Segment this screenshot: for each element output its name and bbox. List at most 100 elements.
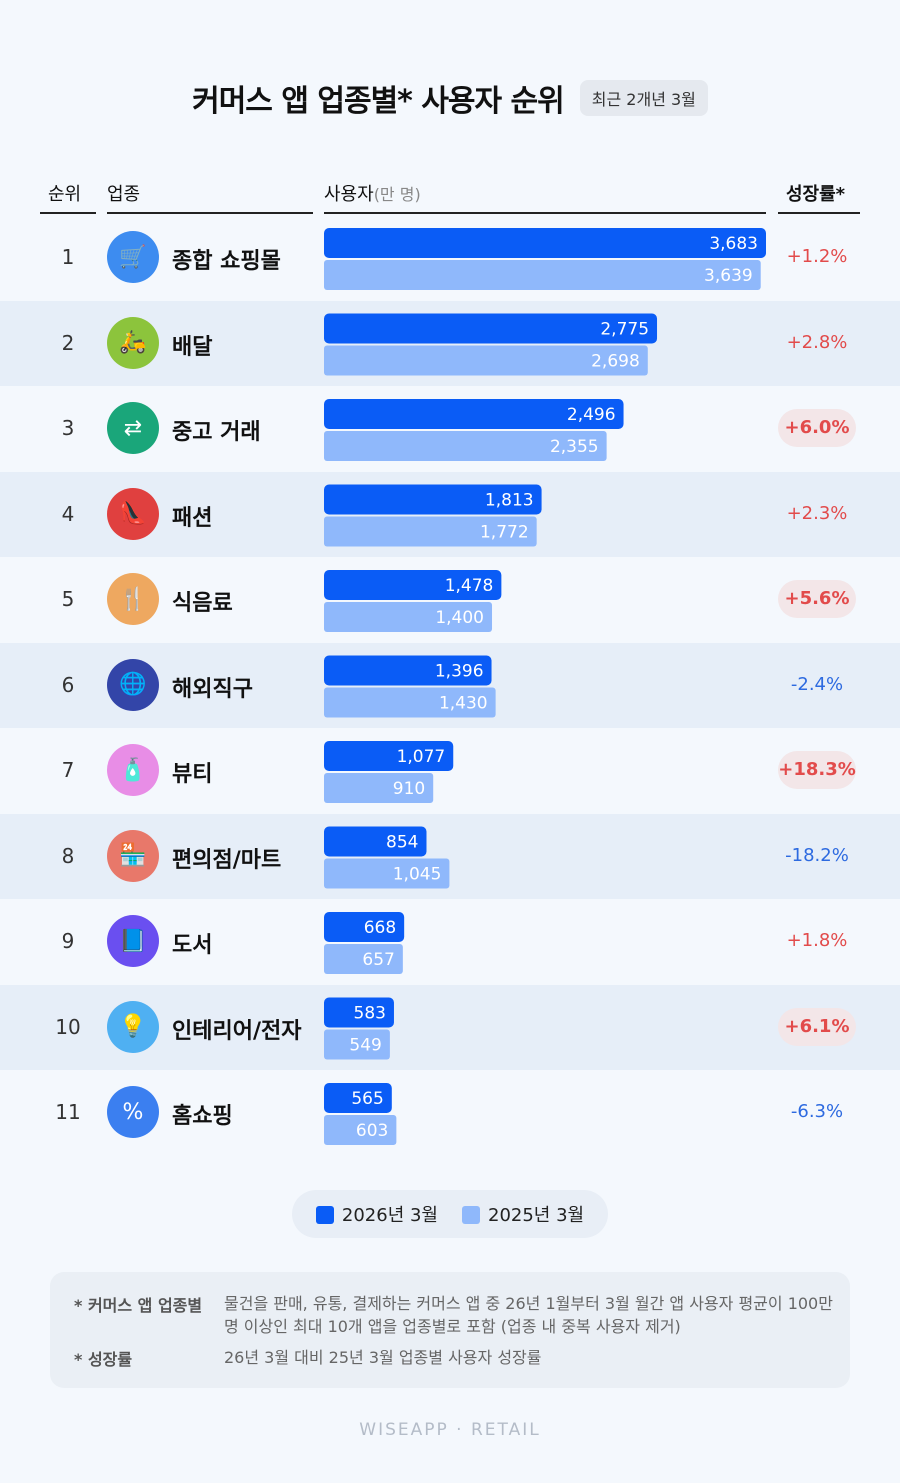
note-text-category: 물건을 판매, 유통, 결제하는 커머스 앱 중 26년 1월부터 3월 월간 …: [224, 1294, 833, 1336]
growth-rate: -6.3%: [790, 1101, 844, 1122]
bar-2025-value-label: 3,639: [704, 266, 753, 286]
title-area: 커머스 앱 업종별* 사용자 순위 최근 2개년 3월: [0, 76, 900, 120]
category-label: 배달: [172, 334, 213, 360]
growth-rate: -2.4%: [790, 673, 844, 695]
note-key-category: * 커머스 앱 업종별: [74, 1296, 203, 1315]
high-heel-icon: 👠: [107, 487, 159, 540]
discount-badge-icon: %: [107, 1086, 159, 1138]
bar-2026-value-label: 2,775: [600, 320, 649, 340]
bar-2025-value-label: 549: [349, 1036, 381, 1056]
legend-swatch-2025: [462, 1206, 480, 1224]
bar-2026-value-label: 583: [354, 1004, 386, 1024]
legend-swatch-2026: [315, 1206, 334, 1224]
bar-2025-value-label: 1,045: [393, 865, 442, 885]
chart-legend: 2026년 3월 2025년 3월: [292, 1190, 608, 1238]
rank-number: 5: [61, 587, 75, 611]
legend-label-2025: 2025년 3월: [488, 1205, 585, 1226]
bar-2026-value-label: 1,478: [445, 576, 494, 596]
lamp-icon: 💡: [107, 1000, 159, 1053]
header-underline-rank: [40, 212, 96, 214]
rank-number: 9: [61, 929, 75, 953]
bar-2026-value-label: 1,813: [485, 491, 534, 511]
col-header-rank: 순위: [48, 184, 82, 205]
note-text-growth: 26년 3월 대비 25년 3월 업종별 사용자 성장률: [224, 1348, 542, 1367]
bar-2026-value-label: 2,496: [567, 405, 616, 425]
growth-rate: +1.2%: [786, 246, 848, 267]
bar-2026-value-label: 1,077: [397, 747, 446, 767]
exchange-arrows-icon: ⇄: [107, 402, 159, 454]
rank-number: 4: [61, 501, 75, 526]
category-label: 뷰티: [172, 762, 213, 787]
legend-item-2025: 2025년 3월: [462, 1201, 584, 1227]
category-label: 인테리어/전자: [172, 1018, 302, 1044]
bar-2026: [324, 313, 658, 344]
growth-rate: +5.6%: [778, 580, 856, 618]
bar-2025: [324, 1029, 390, 1060]
col-header-users-unit: (만 명): [373, 185, 421, 204]
bar-2026-value-label: 1,396: [435, 662, 484, 682]
col-header-users: 사용자(만 명): [324, 180, 421, 206]
bar-2025: [324, 345, 648, 376]
bar-2026: [324, 570, 502, 600]
bar-2026: [324, 1083, 392, 1113]
bar-2025-value-label: 1,772: [480, 523, 529, 543]
bar-2025-value-label: 1,400: [435, 608, 484, 628]
bar-2026: [324, 399, 624, 429]
bar-2025-value-label: 910: [393, 779, 425, 799]
book-icon: 📘: [107, 915, 159, 967]
bar-2025-value-label: 2,698: [591, 352, 640, 372]
bar-2026: [324, 741, 454, 771]
cart-icon: 🛒: [107, 231, 159, 283]
growth-rate: -18.2%: [785, 844, 849, 866]
category-label: 편의점/마트: [172, 847, 282, 873]
store-24-icon: 🏪: [107, 829, 159, 882]
bar-2025: [324, 1115, 397, 1145]
bar-2025-value-label: 1,430: [439, 694, 488, 714]
category-label: 식음료: [172, 591, 233, 616]
category-label: 홈쇼핑: [172, 1104, 233, 1129]
brand-footer: WISEAPP · RETAIL: [359, 1420, 541, 1440]
bar-2026: [324, 655, 492, 686]
col-header-users-label: 사용자: [324, 184, 374, 205]
growth-rate: +2.3%: [786, 502, 848, 524]
globe-icon: 🌐: [107, 658, 159, 711]
rank-number: 6: [61, 672, 75, 697]
rank-number: 10: [55, 1014, 81, 1039]
bar-2025-value-label: 603: [356, 1121, 388, 1141]
legend-label-2026: 2026년 3월: [341, 1205, 438, 1226]
bar-2026-value-label: 3,683: [709, 234, 758, 254]
growth-rate: +6.0%: [778, 409, 856, 447]
bar-2025: [324, 858, 450, 889]
bar-2025: [324, 944, 403, 974]
growth-rate: +18.3%: [778, 751, 856, 789]
bar-2026: [324, 484, 542, 515]
page-title: 커머스 앱 업종별* 사용자 순위: [192, 84, 565, 119]
bar-2025: [324, 602, 493, 632]
bar-2026: [324, 997, 394, 1028]
growth-rate: +2.8%: [786, 331, 848, 353]
rank-number: 7: [61, 758, 75, 782]
legend-item-2026: 2026년 3월: [315, 1201, 438, 1227]
rank-number: 1: [61, 245, 75, 269]
header-underline-growth: [778, 212, 860, 214]
bar-2026-value-label: 854: [386, 833, 418, 853]
perfume-icon: 🧴: [107, 744, 159, 796]
col-header-growth: 성장률*: [786, 184, 846, 205]
bar-2026-value-label: 565: [351, 1089, 383, 1109]
bar-2026-value-label: 668: [364, 918, 396, 938]
header-underline-category: [107, 212, 313, 214]
delivery-scooter-icon: 🛵: [107, 316, 159, 369]
bar-2025: [324, 516, 537, 547]
rank-number: 3: [61, 416, 75, 440]
bar-2026: [324, 912, 405, 942]
col-header-category: 업종: [107, 184, 141, 205]
bar-2026: [324, 228, 766, 258]
category-label: 중고 거래: [172, 420, 261, 445]
period-badge: 최근 2개년 3월: [579, 80, 708, 116]
bar-2025-value-label: 657: [362, 950, 394, 970]
category-label: 도서: [172, 933, 213, 958]
rank-number: 11: [55, 1100, 81, 1124]
rank-number: 8: [61, 843, 75, 868]
bar-2025: [324, 687, 496, 718]
